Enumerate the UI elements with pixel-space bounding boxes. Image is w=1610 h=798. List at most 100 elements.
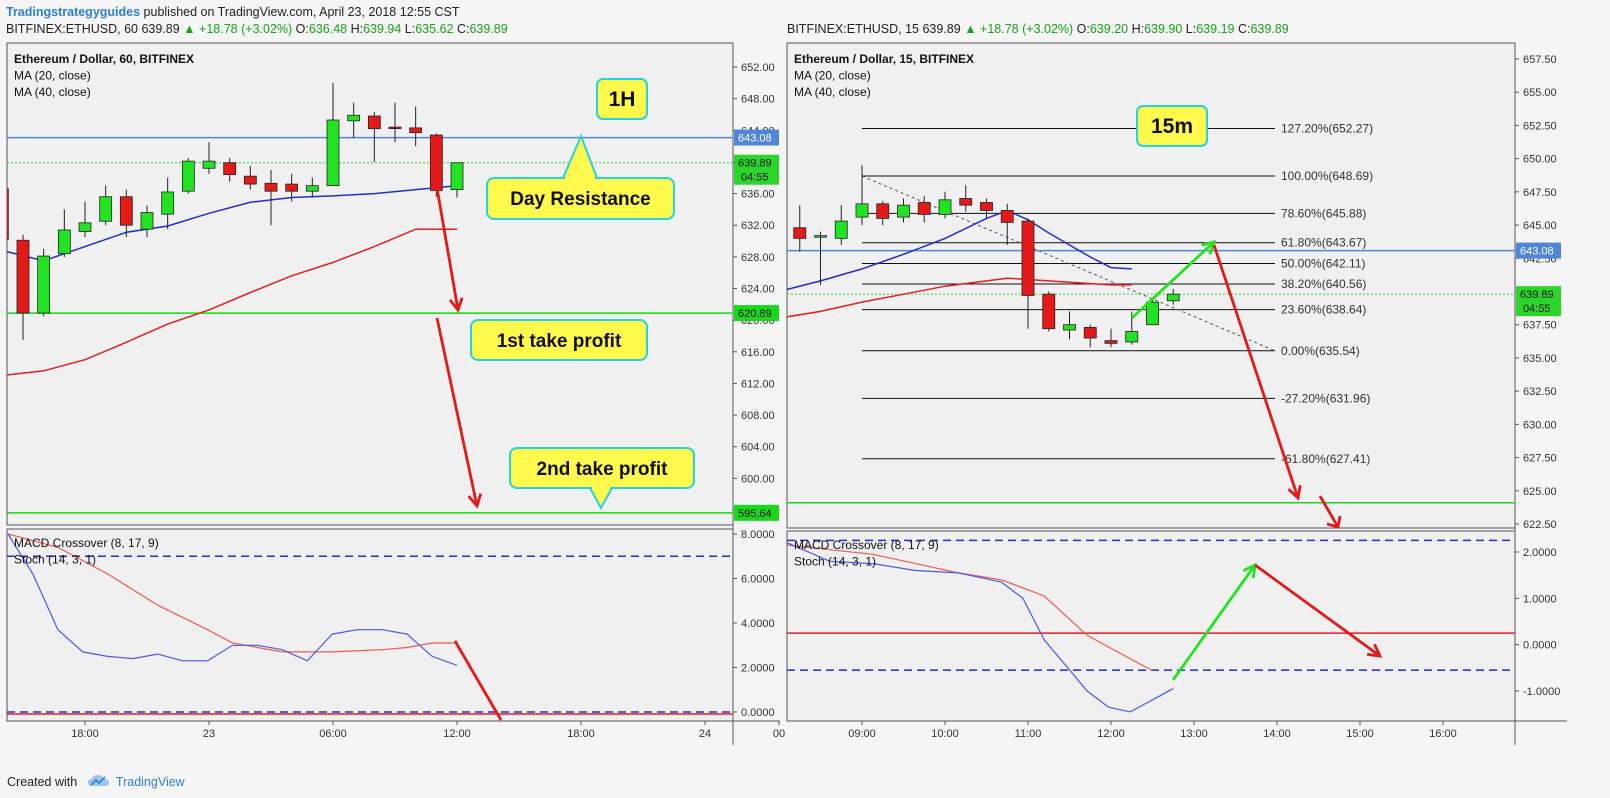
level-tag-label: 643.08 bbox=[738, 133, 772, 145]
candle-body bbox=[1063, 324, 1076, 331]
candle-body bbox=[793, 227, 807, 239]
close-value: 639.89 bbox=[1250, 22, 1289, 36]
candle-body bbox=[78, 222, 92, 232]
time-tick-label: 14:00 bbox=[1263, 728, 1291, 740]
candle-body bbox=[161, 191, 175, 215]
fib-trend-line bbox=[861, 175, 1276, 352]
ind-tick-label: 2.0000 bbox=[741, 663, 775, 675]
timeframe-label: 15m bbox=[1151, 115, 1193, 138]
ind-tick-label: 2.0000 bbox=[1523, 547, 1557, 559]
callout-text: 2nd take profit bbox=[537, 459, 669, 480]
chart-panel-15m: 127.20%(652.27) 100.00%(648.69) 78.60%(645… bbox=[773, 42, 1567, 745]
main-plot: 127.20%(652.27) 100.00%(648.69) 78.60%(645… bbox=[787, 121, 1515, 504]
fib-level-label: 50.00%(642.11) bbox=[1281, 256, 1366, 270]
price-tag-timer: 04:55 bbox=[1523, 303, 1551, 315]
ind-tick-label: 1.0000 bbox=[1523, 593, 1557, 605]
callout-box bbox=[470, 319, 648, 361]
tradingview-link[interactable]: TradingView bbox=[115, 775, 185, 789]
indicator-legend: Stoch (14, 3, 1) bbox=[794, 555, 876, 569]
first-take-profit-callout: 1st take profit bbox=[470, 319, 648, 361]
candle-body bbox=[326, 119, 340, 187]
ind-tick-label: 8.0000 bbox=[741, 529, 775, 541]
day-resistance-callout: Day Resistance bbox=[486, 133, 675, 220]
time-tick-label: 10:00 bbox=[931, 728, 959, 740]
candle-body bbox=[7, 188, 9, 240]
price-tick-label: 622.50 bbox=[1523, 519, 1557, 531]
publish-info: published on TradingView.com, April 23, … bbox=[143, 5, 460, 19]
candle-body bbox=[1146, 301, 1159, 326]
high-label: H: bbox=[1131, 22, 1145, 36]
ind-forecast-arrow-down bbox=[1254, 563, 1381, 658]
level-tag bbox=[734, 305, 779, 322]
level-tag bbox=[734, 129, 779, 146]
second-take-profit-callout: 2nd take profit bbox=[509, 447, 695, 511]
time-tick-label: 16:00 bbox=[1429, 728, 1457, 740]
timeframe-label: 1H bbox=[609, 88, 636, 111]
candle-body bbox=[980, 202, 993, 211]
level-tag bbox=[734, 504, 779, 521]
chart-title: Ethereum / Dollar, 60, BITFINEX bbox=[14, 52, 194, 66]
price-tick-label: 652.50 bbox=[1523, 120, 1557, 132]
price-tick-label: 628.00 bbox=[741, 252, 775, 264]
forecast-arrow-down bbox=[1212, 244, 1300, 499]
low-value: 635.62 bbox=[415, 22, 454, 36]
forecast-arrow-tail bbox=[1318, 495, 1342, 529]
high-value: 639.94 bbox=[363, 22, 402, 36]
symbol-name: BITFINEX:ETHUSD, 60 bbox=[6, 22, 138, 36]
price-change: +18.78 (+3.02%) bbox=[199, 22, 293, 36]
price-change: +18.78 (+3.02%) bbox=[980, 22, 1074, 36]
ind-tick-label: 6.0000 bbox=[741, 574, 775, 586]
ind-tick-label: 0.0000 bbox=[1523, 640, 1557, 652]
candle-body bbox=[243, 175, 257, 185]
candle-body bbox=[897, 204, 910, 218]
open-label: O: bbox=[295, 22, 309, 36]
price-tick-label: 657.50 bbox=[1523, 54, 1557, 66]
footer: Created with TradingView bbox=[7, 773, 185, 789]
price-tick-label: 624.00 bbox=[741, 284, 775, 296]
candle-body bbox=[834, 220, 848, 239]
price-tick-label: 632.00 bbox=[741, 220, 775, 232]
symbol-name: BITFINEX:ETHUSD, 15 bbox=[787, 22, 919, 36]
price-tick-label: 635.00 bbox=[1523, 353, 1557, 365]
indicator-legend: MACD Crossover (8, 17, 9) bbox=[794, 538, 939, 552]
high-label: H: bbox=[350, 22, 364, 36]
candle-body bbox=[1166, 293, 1180, 302]
candle-body bbox=[140, 212, 154, 230]
low-label: L: bbox=[404, 22, 416, 36]
candle-body bbox=[223, 162, 237, 175]
price-tick-label: 612.00 bbox=[741, 378, 775, 390]
time-tick-label: 13:00 bbox=[1180, 728, 1208, 740]
publish-header: Tradingstrategyguides published on Tradi… bbox=[6, 5, 460, 19]
candle-body bbox=[285, 183, 299, 192]
forecast-arrow-down-2 bbox=[435, 317, 479, 507]
stoch-d-line bbox=[787, 544, 1152, 671]
indicator-legend: MACD Crossover (8, 17, 9) bbox=[14, 536, 159, 550]
price-tick-label: 650.00 bbox=[1523, 154, 1557, 166]
chart-panel-1h: 652.00648.00644.00640.00636.00632.00628.… bbox=[6, 42, 780, 745]
time-tick-label: 18:00 bbox=[567, 728, 595, 740]
fib-level-label: -61.80%(627.41) bbox=[1281, 452, 1370, 466]
price-tick-label: 616.00 bbox=[741, 347, 775, 359]
timeframe-badge bbox=[1136, 105, 1208, 147]
level-tag bbox=[1516, 242, 1561, 259]
indicator-pane bbox=[786, 530, 1516, 722]
forecast-arrow-down-2-head bbox=[467, 493, 483, 509]
stoch-k-line bbox=[7, 533, 458, 666]
candle-body bbox=[202, 160, 216, 169]
time-tick-label: 00 bbox=[773, 728, 785, 740]
indicator-plot bbox=[7, 533, 733, 721]
time-tick-label: 09:00 bbox=[848, 728, 876, 740]
candle-body bbox=[1000, 210, 1014, 223]
low-value: 639.19 bbox=[1196, 22, 1235, 36]
ma-legend-entry: MA (20, close) bbox=[794, 69, 871, 83]
time-tick-label: 12:00 bbox=[443, 728, 471, 740]
last-price: 639.89 bbox=[141, 22, 180, 36]
ind-tick-label: 0.0000 bbox=[741, 707, 775, 719]
candle-body bbox=[367, 115, 381, 130]
last-price: 639.89 bbox=[922, 22, 961, 36]
candle-body bbox=[16, 239, 30, 314]
timeframe-badge bbox=[596, 78, 648, 120]
ma40-line bbox=[787, 277, 1132, 318]
author-link[interactable]: Tradingstrategyguides bbox=[6, 5, 141, 19]
